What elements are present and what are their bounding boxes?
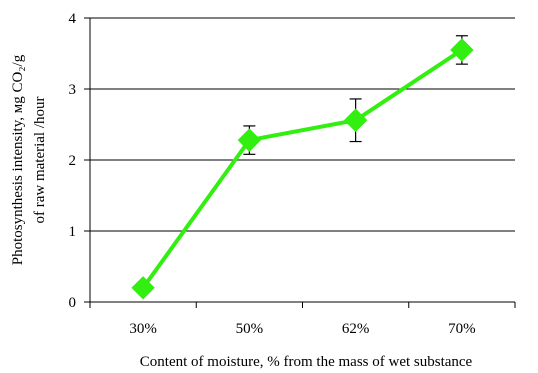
y-tick-label: 2 (69, 153, 77, 169)
x-tick-label: 30% (129, 321, 157, 337)
y-tick-label: 0 (69, 295, 77, 311)
x-tick-label: 62% (342, 321, 370, 337)
x-tick-label: 70% (448, 321, 476, 337)
y-tick-label: 4 (69, 11, 77, 27)
x-tick-labels: 30% 50% 62% 70% (129, 321, 475, 337)
data-markers (131, 38, 474, 300)
y-axis-title: Photosynthesis intensity, мg CO₂/g of ra… (10, 54, 48, 265)
data-point (131, 276, 155, 300)
gridlines (90, 17, 515, 232)
y-tick-label: 1 (69, 224, 77, 240)
axes (84, 17, 516, 308)
y-axis-title-line2: of raw material /hour (32, 96, 48, 223)
y-axis-title-line1: Photosynthesis intensity, мg CO₂/g (10, 54, 26, 265)
series-polyline (141, 48, 463, 289)
data-point (450, 38, 474, 62)
data-point (237, 128, 262, 152)
y-tick-label: 3 (69, 82, 77, 98)
x-axis-title: Content of moisture, % from the mass of … (140, 354, 473, 370)
y-tick-labels: 0 1 2 3 4 (69, 11, 77, 311)
series-line (141, 48, 463, 289)
x-tick-label: 50% (236, 321, 264, 337)
data-point (343, 108, 368, 132)
